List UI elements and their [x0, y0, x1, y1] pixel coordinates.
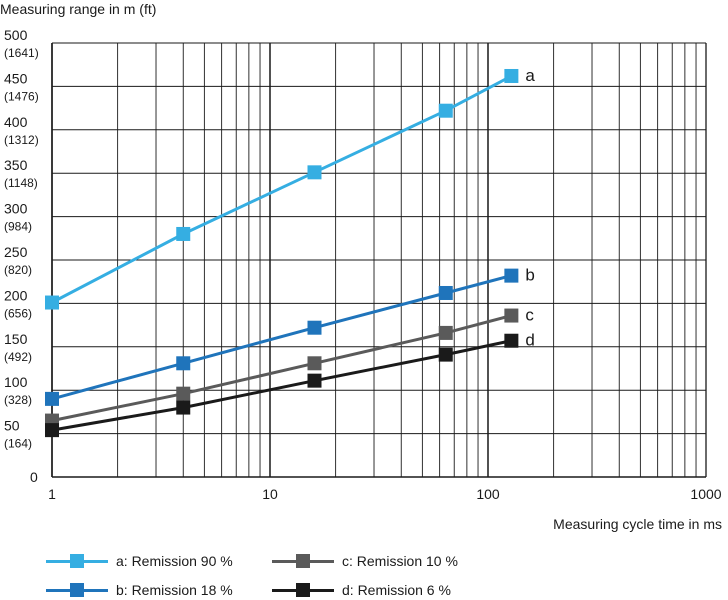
legend-label-b: b: Remission 18 % [116, 582, 233, 598]
data-point-b [45, 391, 59, 406]
data-point-d [45, 423, 59, 438]
data-point-a [438, 103, 453, 118]
y-tick-label: 100 [4, 374, 28, 390]
data-point-c [307, 356, 322, 371]
y-tick-label: 150 [4, 331, 28, 347]
data-point-c [176, 386, 191, 401]
data-point-d [176, 400, 191, 415]
y-tick-sublabel: (820) [4, 263, 32, 277]
data-point-c [504, 308, 519, 323]
data-point-a [176, 226, 191, 241]
y-axis-title: Measuring range in m (ft) [0, 1, 157, 17]
y-tick-label: 0 [30, 469, 38, 485]
y-tick-label: 300 [4, 201, 28, 217]
legend-item-d: d: Remission 6 % [272, 582, 451, 598]
legend-swatch-d [272, 583, 334, 597]
data-point-b [307, 320, 322, 335]
x-tick-label: 10 [262, 486, 278, 502]
series-tag-c: c [525, 306, 534, 325]
data-point-a [307, 165, 322, 180]
y-tick-label: 350 [4, 157, 28, 173]
chart-plot: 0 50 (164) 100 (328) 150 (492) 200 (656) 250 (820)… [4, 27, 722, 502]
y-tick-sublabel: (164) [4, 437, 32, 451]
legend-swatch-a [46, 554, 108, 568]
data-point-d [438, 347, 453, 362]
legend-label-d: d: Remission 6 % [342, 582, 451, 598]
legend-label-a: a: Remission 90 % [116, 553, 233, 569]
x-tick-label: 1 [48, 486, 56, 502]
y-tick-sublabel: (1476) [4, 89, 39, 103]
data-point-d [307, 373, 322, 388]
y-tick-sublabel: (656) [4, 306, 32, 320]
series-tag-a: a [525, 66, 535, 85]
y-tick-label: 400 [4, 114, 28, 130]
x-tick-label: 100 [476, 486, 500, 502]
y-tick-label: 50 [4, 418, 20, 434]
legend-swatch-b [46, 583, 108, 597]
data-point-a [45, 295, 59, 310]
x-axis-title: Measuring cycle time in ms [553, 516, 722, 532]
y-tick-sublabel: (1148) [4, 176, 38, 190]
legend-item-b: b: Remission 18 % [46, 582, 233, 598]
data-point-d [504, 333, 519, 348]
legend-swatch-c [272, 554, 334, 568]
data-point-b [504, 268, 519, 283]
data-point-b [176, 356, 191, 371]
data-point-c [438, 325, 453, 340]
y-tick-label: 500 [4, 27, 28, 43]
y-tick-sublabel: (492) [4, 350, 32, 364]
y-tick-sublabel: (328) [4, 393, 32, 407]
legend-item-a: a: Remission 90 % [46, 553, 233, 569]
y-tick-label: 200 [4, 287, 28, 303]
series-tag-d: d [525, 331, 534, 350]
y-tick-sublabel: (1312) [4, 133, 39, 147]
y-tick-sublabel: (984) [4, 220, 32, 234]
y-tick-sublabel: (1641) [4, 46, 39, 60]
y-tick-label: 450 [4, 70, 28, 86]
data-point-a [504, 68, 519, 83]
legend-item-c: c: Remission 10 % [272, 553, 458, 569]
legend-label-c: c: Remission 10 % [342, 553, 458, 569]
y-tick-label: 250 [4, 244, 28, 260]
series-tag-b: b [525, 266, 534, 285]
chart-legend: a: Remission 90 % b: Remission 18 % c: R… [0, 545, 728, 600]
data-point-b [438, 285, 453, 300]
x-tick-label: 1000 [690, 486, 721, 502]
